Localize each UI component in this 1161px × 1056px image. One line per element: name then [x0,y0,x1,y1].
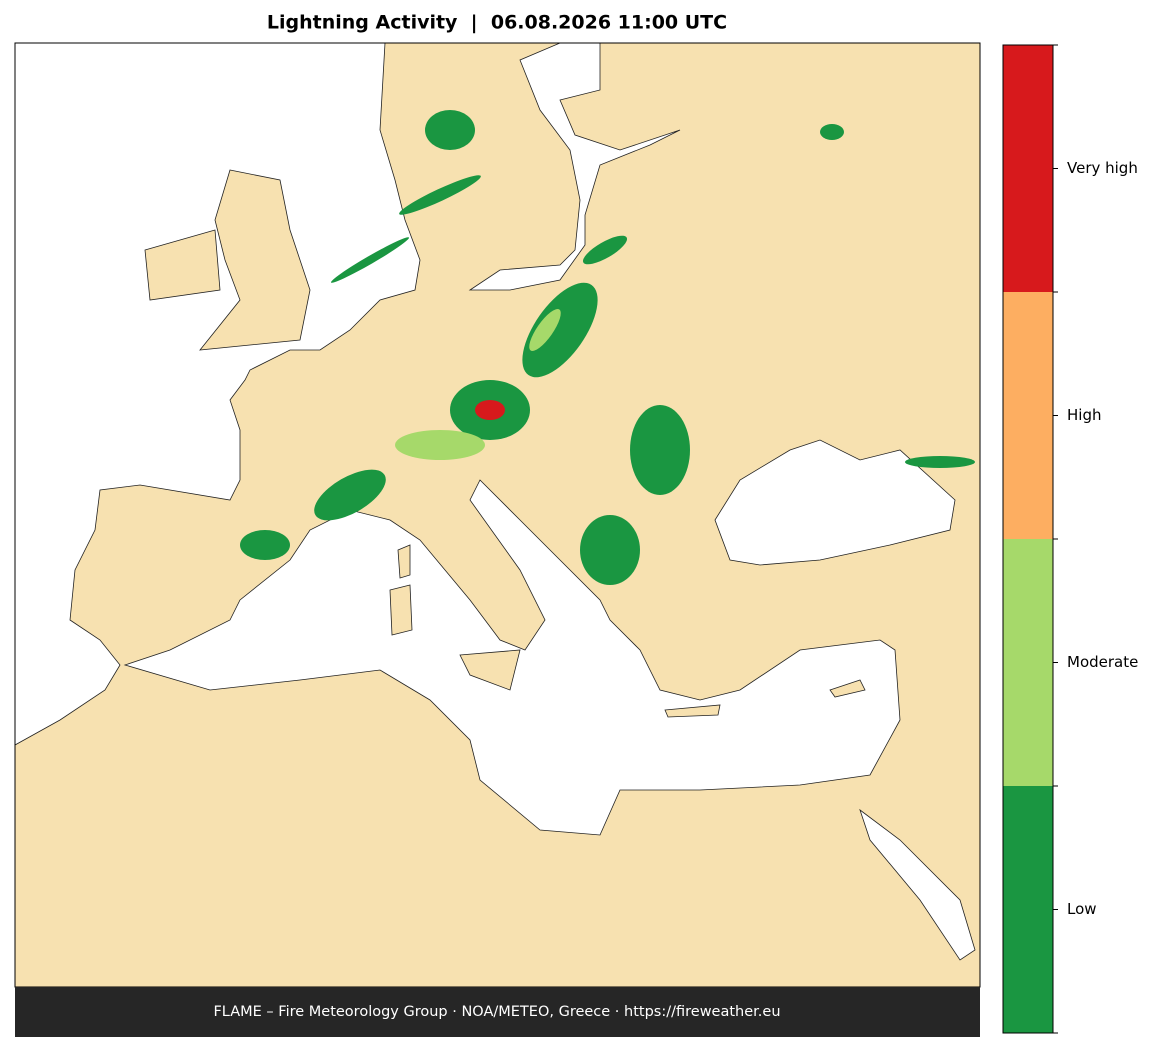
great-britain [199,169,311,351]
cell [330,237,410,283]
colorbar: Low Moderate High Very high [1002,44,1138,1034]
colorbar-frame [1002,44,1054,1034]
colorbar-label: Moderate [1067,653,1138,671]
colorbar-label: High [1067,406,1101,424]
cell [529,309,561,351]
cell [475,400,505,420]
crete [664,704,721,718]
colorbar-segment [1003,539,1053,786]
colorbar-label: Low [1067,900,1097,918]
islands [144,169,866,718]
sardinia [389,584,413,636]
title: Lightning Activity | 06.08.2026 11:00 UT… [267,12,727,34]
cell [314,469,386,521]
colorbar-segment [1003,45,1053,292]
corsica [397,544,411,579]
cell [399,175,481,215]
sicily [459,649,521,691]
atlantic [15,43,421,746]
colorbar-segment [1003,292,1053,539]
cell [905,456,975,468]
colorbar-label: Very high [1067,159,1138,177]
baltic [468,43,681,291]
cell [820,124,844,140]
map [15,43,980,987]
lightning-cells [240,110,975,585]
red-sea [859,808,976,961]
cell [630,405,690,495]
cell [425,110,475,150]
cell [240,530,290,560]
black-sea [714,439,956,566]
cyprus [829,679,866,698]
cell [522,282,598,378]
colorbar-segment [1003,786,1053,1033]
cell [580,515,640,585]
cell [395,430,485,460]
footer-bar [15,987,980,1037]
cell [582,235,628,265]
ireland [144,229,221,301]
footer-text: FLAME – Fire Meteorology Group · NOA/MET… [213,1004,780,1020]
